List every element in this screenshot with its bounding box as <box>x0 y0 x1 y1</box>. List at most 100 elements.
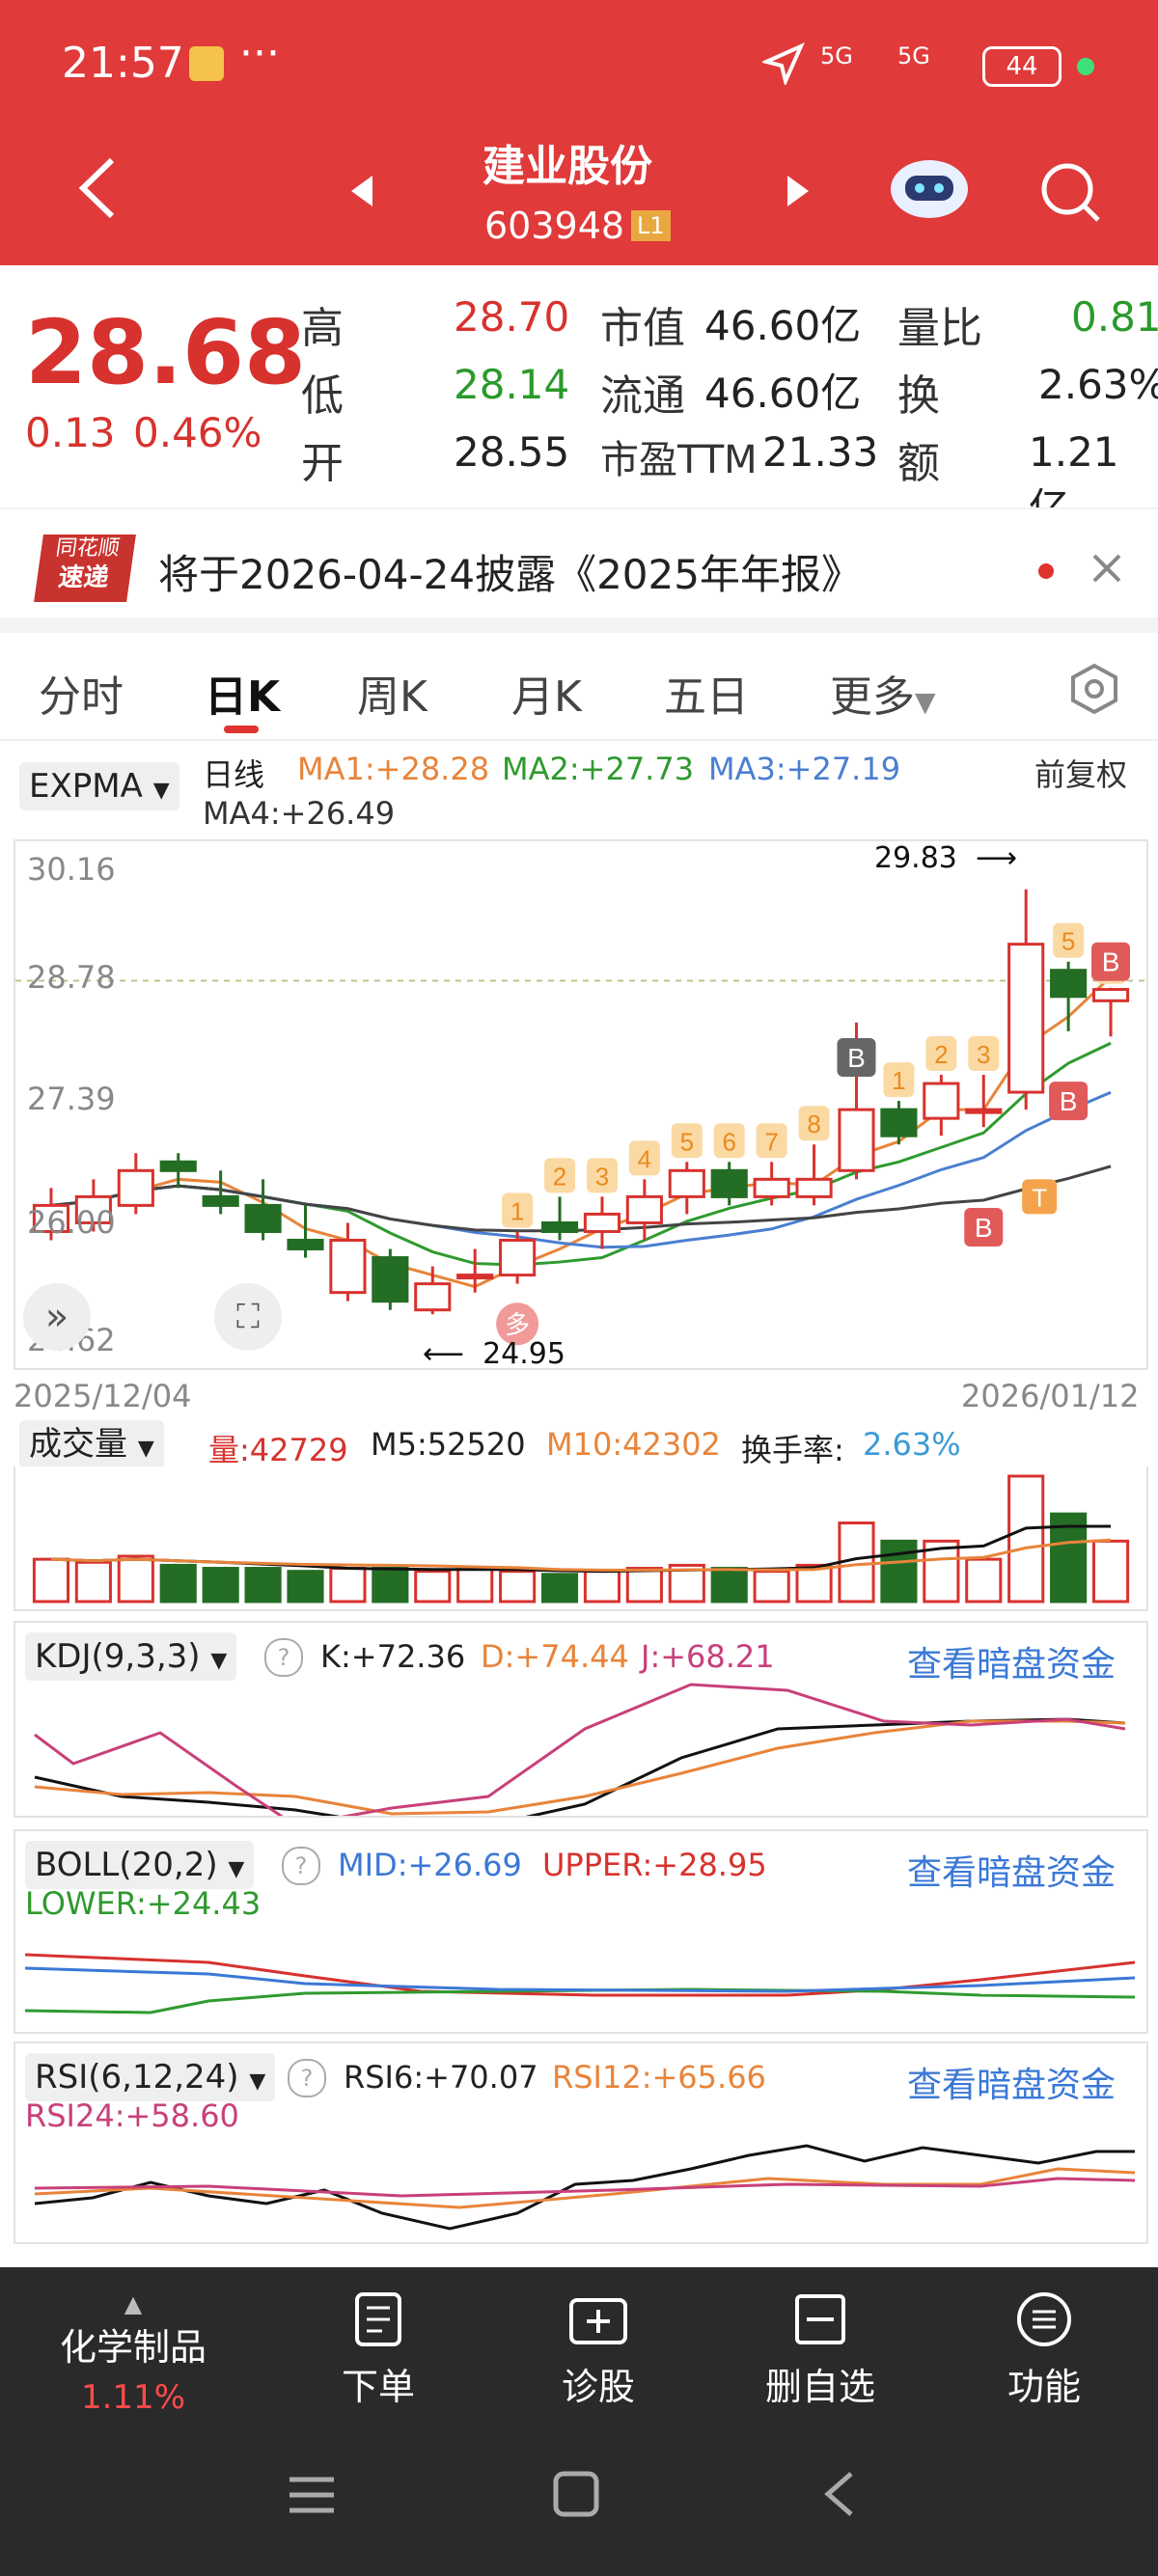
nav-home-icon[interactable] <box>552 2470 600 2518</box>
volume-bar <box>117 1554 154 1603</box>
boll-panel[interactable]: BOLL(20,2) ▼ ? MID:+26.69 UPPER:+28.95 L… <box>14 1829 1148 2034</box>
menu-circle-icon <box>1017 2292 1071 2346</box>
low-mark-value: 24.95 <box>482 1337 565 1371</box>
dropdown-icon: ▼ <box>137 1437 154 1461</box>
prev-stock-icon[interactable] <box>347 172 376 210</box>
order-icon <box>355 2292 401 2346</box>
buy-signal-badge <box>837 1037 876 1077</box>
dark-pool-link[interactable]: 查看暗盘资金 <box>907 1645 1117 1685</box>
candle-body <box>753 1177 790 1198</box>
back-icon[interactable] <box>73 154 122 222</box>
expand-icon[interactable]: » <box>23 1283 91 1351</box>
volume-bar <box>456 1567 494 1603</box>
boll-lower: LOWER:+24.43 <box>25 1885 262 1922</box>
dark-pool-link[interactable]: 查看暗盘资金 <box>907 2066 1117 2105</box>
fullscreen-icon[interactable]: ⛶ <box>214 1283 282 1351</box>
y-tick-1: 28.78 <box>27 959 116 996</box>
tab-five-day[interactable]: 五日 <box>664 672 749 722</box>
volume-bar <box>414 1570 452 1603</box>
candle-body <box>838 1108 875 1172</box>
indicator-select[interactable]: EXPMA ▼ <box>19 762 179 810</box>
functions-button[interactable]: 功能 <box>957 2290 1131 2410</box>
kline-chart-panel[interactable]: 1234567812356BBBBT多 30.16 28.78 27.39 26… <box>14 839 1148 1371</box>
settings-hexagon-icon[interactable] <box>1067 662 1121 716</box>
kline-period: 日线 <box>203 756 265 793</box>
nav-back-icon[interactable] <box>820 2470 859 2518</box>
tab-weekly-k[interactable]: 周K <box>357 672 427 722</box>
volume-chart <box>32 1474 1130 1603</box>
help-icon[interactable]: ? <box>288 2059 326 2097</box>
volume-chart-panel[interactable] <box>14 1466 1148 1611</box>
kdj-select[interactable]: KDJ(9,3,3) ▼ <box>25 1632 237 1681</box>
search-icon[interactable] <box>1036 158 1104 226</box>
date-start: 2025/12/04 <box>14 1378 192 1414</box>
sector-button[interactable]: ▲ 化学制品 1.11% <box>46 2290 220 2417</box>
low-value: 28.14 <box>454 361 570 408</box>
bottom-toolbar: ▲ 化学制品 1.11% 下单 诊股 删自选 功能 <box>0 2267 1158 2576</box>
signal-badge-number: 1 <box>510 1196 524 1225</box>
candle-body <box>372 1256 409 1303</box>
y-tick-2: 27.39 <box>27 1081 116 1117</box>
volume-bar <box>329 1567 367 1603</box>
turnover-label: 换 <box>897 371 940 421</box>
volume-bar <box>372 1567 409 1603</box>
nav-menu-icon[interactable] <box>286 2472 338 2518</box>
ma1-value: MA1:+28.28 <box>297 751 490 787</box>
high-value: 28.70 <box>454 293 570 341</box>
buy-signal-text: B <box>1060 1086 1078 1116</box>
kline-chart[interactable]: 1234567812356BBBBT多 <box>15 841 1146 1368</box>
sector-name: 化学制品 <box>59 2326 207 2369</box>
notice-bar[interactable]: 同花顺 速递 将于2026-04-24披露《2025年年报》 <box>0 507 1158 619</box>
boll-select[interactable]: BOLL(20,2) ▼ <box>25 1841 255 1889</box>
level-badge: L1 <box>631 210 671 241</box>
y-tick-0: 30.16 <box>27 851 116 888</box>
tab-monthly-k[interactable]: 月K <box>511 672 582 722</box>
kdj-panel[interactable]: KDJ(9,3,3) ▼ ? K:+72.36 D:+74.44 J:+68.2… <box>14 1621 1148 1818</box>
next-stock-icon[interactable] <box>784 172 813 210</box>
indicator-select-label: EXPMA <box>29 767 143 806</box>
tab-more[interactable]: 更多▼ <box>830 662 936 724</box>
order-label: 下单 <box>341 2366 415 2408</box>
tab-timeshare[interactable]: 分时 <box>39 672 124 722</box>
help-icon[interactable]: ? <box>264 1638 303 1677</box>
signal-badge-number: 2 <box>934 1040 948 1069</box>
remove-watchlist-button[interactable]: 删自选 <box>733 2290 907 2410</box>
dark-pool-link[interactable]: 查看暗盘资金 <box>907 1853 1117 1893</box>
tab-daily-k[interactable]: 日K <box>205 672 281 722</box>
kdj-j: J:+68.21 <box>641 1638 775 1675</box>
turnover-value: 2.63% <box>1038 361 1158 408</box>
candle-body <box>583 1212 621 1233</box>
signal-badge <box>586 1158 618 1193</box>
signal-badge <box>713 1123 745 1159</box>
dropdown-icon: ▼ <box>210 1649 228 1673</box>
buy-signal-text: B <box>1102 947 1120 977</box>
help-icon[interactable]: ? <box>282 1847 320 1885</box>
candle-body <box>456 1274 494 1280</box>
order-button[interactable]: 下单 <box>291 2290 465 2410</box>
close-icon[interactable] <box>1090 552 1123 585</box>
volume-m10: M10:42302 <box>546 1426 721 1463</box>
rsi-select[interactable]: RSI(6,12,24) ▼ <box>25 2053 276 2101</box>
candle-body <box>540 1220 579 1233</box>
candle-body <box>414 1282 452 1312</box>
diagnose-button[interactable]: 诊股 <box>511 2290 685 2410</box>
active-tab-indicator <box>224 726 259 733</box>
diagnose-label: 诊股 <box>561 2366 635 2408</box>
volume-bar <box>499 1570 537 1603</box>
boll-mid: MID:+26.69 <box>338 1847 522 1883</box>
diagnose-icon <box>569 2298 627 2344</box>
signal-badge <box>883 1062 915 1098</box>
signal-badge-number: 2 <box>553 1162 566 1191</box>
adjust-mode[interactable]: 前复权 <box>1034 756 1128 793</box>
stock-code: 603948 <box>484 205 625 247</box>
volume-select[interactable]: 成交量 ▼ <box>19 1420 164 1468</box>
rsi-panel[interactable]: RSI(6,12,24) ▼ ? RSI6:+70.07 RSI12:+65.6… <box>14 2042 1148 2244</box>
candle-body <box>668 1168 705 1198</box>
robot-assistant-icon[interactable] <box>888 152 971 222</box>
duo-signal-badge <box>496 1302 539 1346</box>
candle-body <box>880 1108 918 1137</box>
volume-bar <box>32 1557 70 1603</box>
candle-body <box>74 1194 112 1224</box>
volume-bar <box>287 1570 324 1603</box>
ma4-line <box>50 1165 1112 1233</box>
